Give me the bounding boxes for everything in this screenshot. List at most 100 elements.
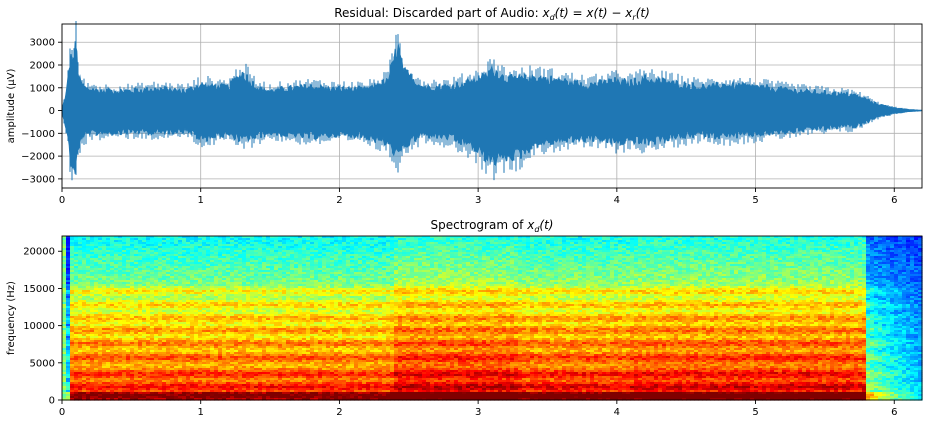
spectrogram-cell [118, 340, 123, 343]
spectrogram-cell [66, 322, 71, 325]
spectrogram-cell [78, 382, 83, 385]
spectrogram-cell [174, 300, 179, 303]
spectrogram-cell [70, 368, 75, 371]
spectrogram-cell [146, 308, 151, 311]
spectrogram-cell [62, 250, 67, 253]
spectrogram-cell [170, 306, 175, 309]
spectrogram-cell [78, 242, 83, 245]
spectrogram-cell [138, 340, 143, 343]
spectrogram-cell [74, 348, 79, 351]
spectrogram-cell [114, 242, 119, 245]
spectrogram-cell [118, 270, 123, 273]
spectrogram-cell [150, 394, 155, 397]
spectrogram-cell [158, 324, 163, 327]
spectrogram-cell [78, 330, 83, 333]
spectrogram-cell [166, 366, 171, 369]
spectrogram-cell [90, 248, 95, 251]
spectrogram-cell [122, 240, 127, 243]
spectrogram-cell [166, 392, 171, 395]
spectrogram-cell [134, 290, 139, 293]
spectrogram-cell [90, 366, 95, 369]
spectrogram-cell [142, 358, 147, 361]
spectrogram-cell [126, 302, 131, 305]
spectrogram-cell [138, 380, 143, 383]
spectrogram-cell [114, 270, 119, 273]
spectrogram-cell [78, 370, 83, 373]
spectrogram-cell [158, 354, 163, 357]
spectrogram-cell [102, 358, 107, 361]
spectrogram-cell [150, 318, 155, 321]
spectrogram-cell [182, 288, 187, 291]
spectrogram-cell [174, 280, 179, 283]
spectrogram-cell [178, 386, 183, 389]
spectrogram-cell [150, 384, 155, 387]
spectrogram-cell [174, 256, 179, 259]
spectrogram-cell [90, 264, 95, 267]
spectrogram-cell [146, 336, 151, 339]
spectrogram-cell [114, 344, 119, 347]
spectrogram-cell [174, 262, 179, 265]
spectrogram-cell [70, 254, 75, 257]
spectrogram-cell [138, 254, 143, 257]
spectrogram-cell [66, 364, 71, 367]
spectrogram-cell [118, 276, 123, 279]
spectrogram-cell [74, 300, 79, 303]
spectrogram-cell [74, 352, 79, 355]
spectrogram-cell [106, 310, 111, 313]
spectrogram-cell [86, 312, 91, 315]
spectrogram-cell [106, 274, 111, 277]
spectrogram-cell [118, 272, 123, 275]
spectrogram-cell [74, 270, 79, 273]
spectrogram-cell [146, 382, 151, 385]
spectrogram-cell [158, 292, 163, 295]
spectrogram-cell [130, 246, 135, 249]
spectrogram-cell [90, 268, 95, 271]
spectrogram-cell [166, 280, 171, 283]
spectrogram-cell [130, 350, 135, 353]
spectrogram-cell [146, 312, 151, 315]
spectrogram-cell [102, 250, 107, 253]
spectrogram-cell [126, 290, 131, 293]
spectrogram-cell [138, 396, 143, 399]
spectrogram-cell [90, 306, 95, 309]
spectrogram-cell [170, 382, 175, 385]
spectrogram-cell [130, 310, 135, 313]
spectrogram-cell [126, 286, 131, 289]
spectrogram-cell [74, 272, 79, 275]
spectrogram-cell [98, 248, 103, 251]
spectrogram-cell [170, 396, 175, 399]
spectrogram-cell [110, 316, 115, 319]
spectrogram-title: Spectrogram of xd(t) [431, 218, 554, 234]
spectrogram-cell [122, 244, 127, 247]
spectrogram-cell [126, 250, 131, 253]
spectrogram-cell [138, 352, 143, 355]
spectrogram-cell [150, 354, 155, 357]
spectrogram-cell [166, 258, 171, 261]
spectrogram-cell [178, 242, 183, 245]
spectrogram-cell [106, 254, 111, 257]
spectrogram-cell [94, 260, 99, 263]
spectrogram-cell [166, 370, 171, 373]
spectrogram-cell [90, 326, 95, 329]
spectrogram-cell [158, 330, 163, 333]
spectrogram-cell [82, 340, 87, 343]
spectrogram-cell [114, 398, 119, 401]
spectrogram-cell [66, 296, 71, 299]
spectrogram-cell [90, 274, 95, 277]
spectrogram-cell [82, 300, 87, 303]
spectrogram-cell [74, 370, 79, 373]
spectrogram-cell [110, 366, 115, 369]
spectrogram-cell [154, 260, 159, 263]
spectrogram-cell [134, 244, 139, 247]
spectrogram-cell [130, 294, 135, 297]
spectrogram-cell [74, 380, 79, 383]
spectrogram-cell [106, 288, 111, 291]
spectrogram-cell [150, 352, 155, 355]
spectrogram-cell [166, 268, 171, 271]
spectrogram-cell [158, 266, 163, 269]
spectrogram-cell [118, 238, 123, 241]
spectrogram-cell [162, 258, 167, 261]
spectrogram-cell [118, 314, 123, 317]
spectrogram-cell [106, 392, 111, 395]
spectrogram-cell [94, 332, 99, 335]
